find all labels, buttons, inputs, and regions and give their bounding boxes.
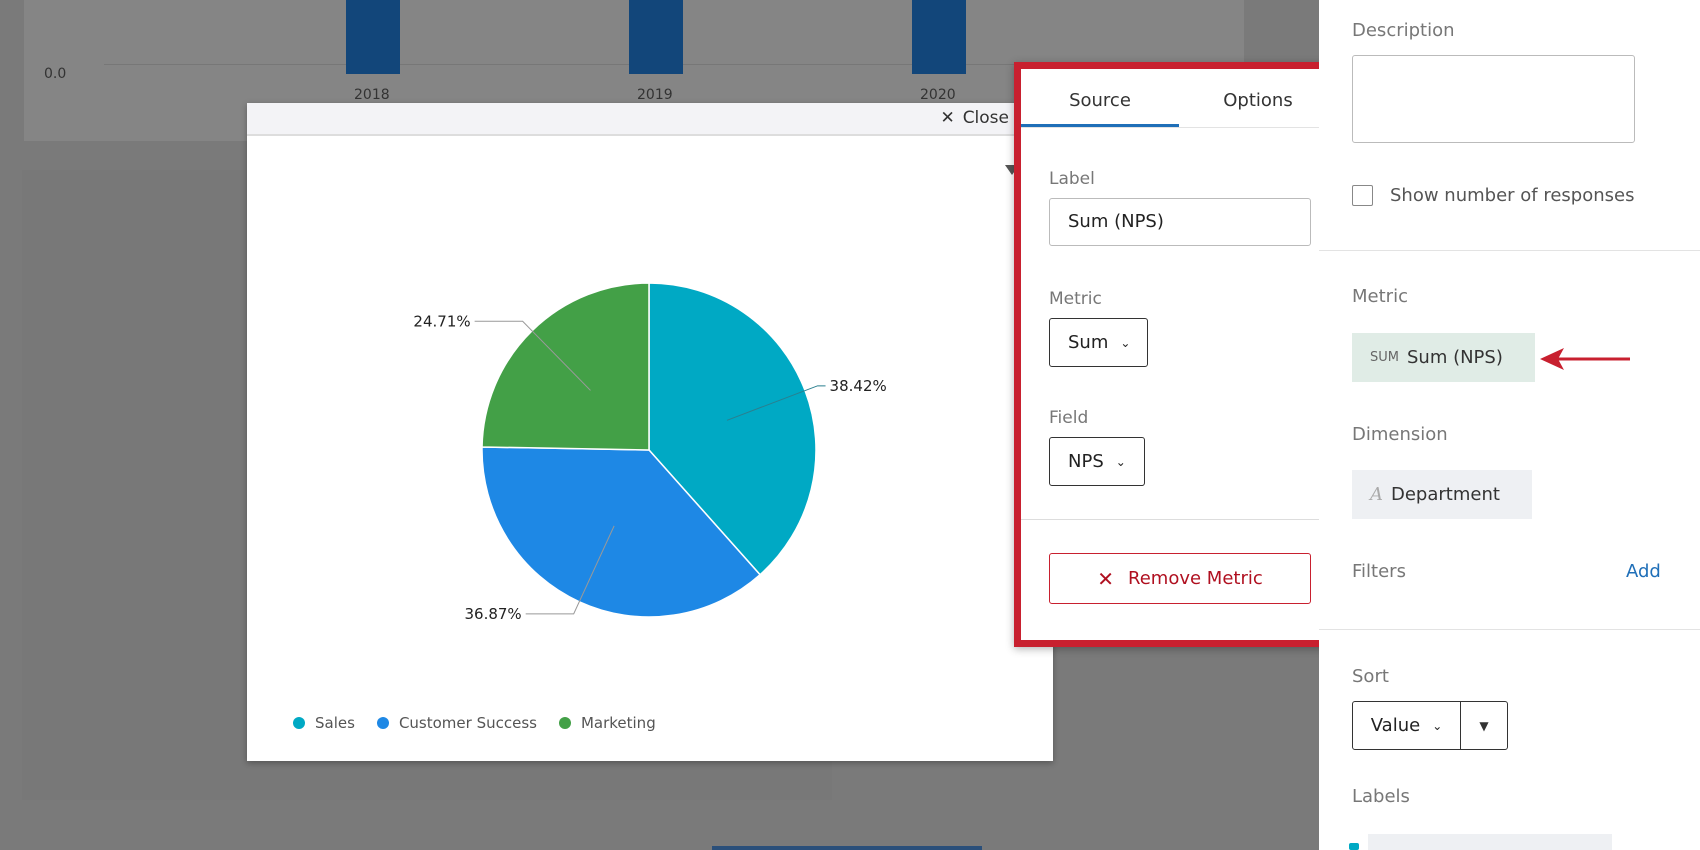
field-value: NPS [1068,451,1104,472]
legend-item[interactable]: Marketing [558,714,656,732]
dimension-chip-label: Department [1391,484,1500,505]
sort-direction-dropdown[interactable]: ▼ [1461,702,1507,749]
bar [629,0,683,74]
remove-metric-label: Remove Metric [1128,568,1263,589]
legend-label: Customer Success [398,714,537,732]
x-tick: 2019 [637,87,673,103]
label-input[interactable]: Sum (NPS) [1049,198,1311,246]
data-label: 38.42% [830,377,887,395]
sort-value-select[interactable]: Value ⌄ [1353,702,1461,749]
bar [346,0,400,74]
labels-heading: Labels [1352,786,1410,807]
close-button[interactable]: ✕ Close [940,108,1009,128]
pie-slice-marketing[interactable] [481,282,650,451]
chevron-down-icon: ⌄ [1432,718,1443,733]
legend-dot-icon [558,717,571,729]
close-label: Close [962,108,1009,128]
dimension-chip[interactable]: A Department [1352,470,1532,519]
text-type-icon: A [1370,484,1383,505]
data-label: 36.87% [464,605,521,623]
leader-line [474,320,591,391]
data-label: 24.71% [413,312,470,330]
legend-item[interactable]: Sales [293,714,355,732]
arrow-left-icon [1540,348,1630,370]
legend-item[interactable]: Customer Success [376,714,537,732]
legend-dot-icon [293,717,305,729]
legend-label: Marketing [580,714,656,732]
divider [1021,519,1337,520]
field-select[interactable]: NPS ⌄ [1049,437,1145,486]
metric-chip[interactable]: SUM Sum (NPS) [1352,333,1535,382]
y-tick: 0.0 [44,66,67,82]
pie-chart: 38.42% 36.87% 24.71% [413,282,887,623]
leader-line [525,525,615,615]
description-heading: Description [1352,20,1455,41]
x-tick: 2018 [354,87,390,103]
divider [1319,629,1700,630]
metric-value: Sum [1068,332,1109,353]
metric-heading: Metric [1049,289,1102,309]
show-responses-label: Show number of responses [1390,185,1635,206]
sort-value: Value [1370,715,1421,736]
sort-select[interactable]: Value ⌄ ▼ [1352,701,1508,750]
add-filter-link[interactable]: Add [1626,561,1661,582]
axis-line [104,64,1264,65]
bar [912,0,966,74]
legend-label: Sales [315,714,355,732]
show-responses-checkbox[interactable] [1352,185,1373,206]
leader-line [726,385,826,421]
x-tick: 2020 [920,87,956,103]
sort-heading: Sort [1352,666,1389,687]
metric-editor-popover: Source Options Label Sum (NPS) Metric Su… [1014,62,1344,647]
metric-chip-tag: SUM [1370,350,1399,365]
caret-down-icon: ▼ [1479,718,1489,733]
field-heading: Field [1049,408,1089,428]
metric-chip-label: Sum (NPS) [1406,347,1503,368]
x-icon: ✕ [940,108,955,128]
tab-source[interactable]: Source [1021,69,1179,127]
filter-icon[interactable] [1005,165,1019,175]
legend-dot-icon [376,717,389,729]
metric-heading: Metric [1352,286,1408,307]
dimension-heading: Dimension [1352,424,1448,445]
label-heading: Label [1049,169,1095,189]
labels-option[interactable] [1368,834,1612,850]
settings-panel: Description Show number of responses Met… [1319,0,1700,850]
background-bar [712,846,982,850]
remove-metric-button[interactable]: ✕ Remove Metric [1049,553,1311,604]
tab-options[interactable]: Options [1223,90,1293,111]
description-textarea[interactable] [1352,55,1635,143]
modal-header: ✕ Close [247,103,1053,136]
chevron-down-icon: ⌄ [1115,454,1126,469]
labels-checkbox[interactable] [1349,843,1359,850]
chevron-down-icon: ⌄ [1120,335,1131,350]
divider [1319,250,1700,251]
metric-select[interactable]: Sum ⌄ [1049,318,1148,367]
chart-preview-modal: ✕ Close 38.42% 36.87% 24.71% Sales Customer… [247,103,1053,761]
chart-legend: Sales Customer Success Marketing [293,714,656,732]
filters-heading: Filters [1352,561,1406,582]
x-icon: ✕ [1097,566,1115,591]
popover-tabs: Source Options [1021,69,1337,128]
